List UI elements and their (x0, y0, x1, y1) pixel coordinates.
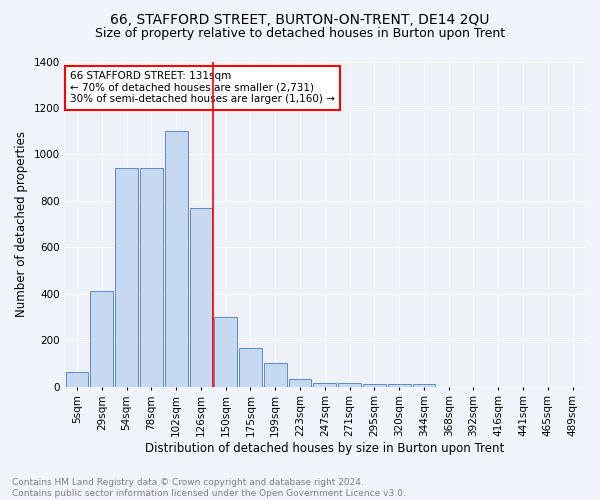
Y-axis label: Number of detached properties: Number of detached properties (15, 131, 28, 317)
Text: Size of property relative to detached houses in Burton upon Trent: Size of property relative to detached ho… (95, 28, 505, 40)
Bar (289, 378, 311, 386)
Bar (239, 348, 262, 387)
Bar (65, 372, 88, 386)
Bar (91, 292, 113, 386)
Bar (413, 384, 436, 386)
Text: Contains HM Land Registry data © Crown copyright and database right 2024.
Contai: Contains HM Land Registry data © Crown c… (12, 478, 406, 498)
Bar (214, 317, 237, 386)
Bar (338, 383, 361, 386)
Bar (165, 131, 188, 386)
Text: 66 STAFFORD STREET: 131sqm
← 70% of detached houses are smaller (2,731)
30% of s: 66 STAFFORD STREET: 131sqm ← 70% of deta… (70, 72, 335, 104)
Bar (264, 364, 287, 386)
Bar (140, 168, 163, 386)
Bar (388, 384, 410, 386)
Text: 66, STAFFORD STREET, BURTON-ON-TRENT, DE14 2QU: 66, STAFFORD STREET, BURTON-ON-TRENT, DE… (110, 12, 490, 26)
X-axis label: Distribution of detached houses by size in Burton upon Trent: Distribution of detached houses by size … (145, 442, 505, 455)
Bar (115, 168, 138, 386)
Bar (190, 208, 212, 386)
Bar (313, 383, 336, 386)
Bar (363, 384, 386, 386)
